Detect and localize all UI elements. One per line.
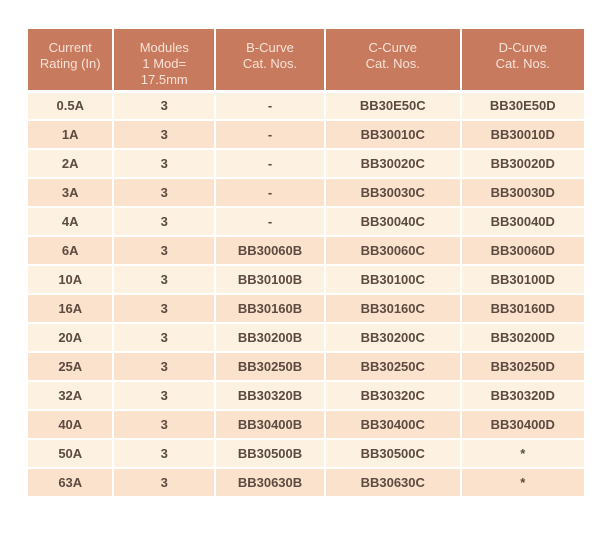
table-header-row: Current Rating (In) Modules 1 Mod= 17.5mm B-C… [25,27,587,93]
cell-modules-0.5A: 3 [112,90,217,121]
cell-c-curve-16A: BB30160C [323,293,462,324]
cell-modules-4A: 3 [112,206,217,237]
header-cell-b-curve: B-Curve Cat. Nos. [214,27,326,93]
cell-b-curve-50A: BB30500B [214,438,326,469]
cell-current-rating-0.5A: 0.5A [25,90,115,121]
table-row-10A: 10A 3 BB30100B BB30100C BB30100D [25,264,587,295]
cell-modules-50A: 3 [112,438,217,469]
cell-d-curve-1A: BB30010D [459,119,587,150]
cell-current-rating-4A: 4A [25,206,115,237]
cell-b-curve-20A: BB30200B [214,322,326,353]
cell-d-curve-16A: BB30160D [459,293,587,324]
cell-c-curve-63A: BB30630C [323,467,462,498]
table-row-0.5A: 0.5A 3- BB30E50C BB30E50D [25,90,587,121]
table-row-1A: 1A 3- BB30010C BB30010D [25,119,587,150]
cell-current-rating-10A: 10A [25,264,115,295]
cell-current-rating-20A: 20A [25,322,115,353]
cell-current-rating-2A: 2A [25,148,115,179]
cell-d-curve-3A: BB30030D [459,177,587,208]
cell-modules-3A: 3 [112,177,217,208]
cell-b-curve-2A: - [214,148,326,179]
cell-c-curve-25A: BB30250C [323,351,462,382]
cell-c-curve-2A: BB30020C [323,148,462,179]
table-row-50A: 50A 3 BB30500B BB30500C * [25,438,587,469]
cell-d-curve-25A: BB30250D [459,351,587,382]
cell-d-curve-50A: * [459,438,587,469]
cell-b-curve-63A: BB30630B [214,467,326,498]
cell-modules-16A: 3 [112,293,217,324]
table-row-4A: 4A 3- BB30040C BB30040D [25,206,587,237]
cell-modules-63A: 3 [112,467,217,498]
cell-c-curve-1A: BB30010C [323,119,462,150]
cell-modules-6A: 3 [112,235,217,266]
cell-b-curve-1A: - [214,119,326,150]
cell-c-curve-20A: BB30200C [323,322,462,353]
cell-modules-25A: 3 [112,351,217,382]
table-row-3A: 3A 3- BB30030C BB30030D [25,177,587,208]
table-header: Current Rating (In) Modules 1 Mod= 17.5mm B-C… [25,27,587,93]
table-row-2A: 2A 3- BB30020C BB30020D [25,148,587,179]
cell-modules-40A: 3 [112,409,217,440]
cell-b-curve-6A: BB30060B [214,235,326,266]
cell-c-curve-4A: BB30040C [323,206,462,237]
cell-b-curve-40A: BB30400B [214,409,326,440]
header-cell-d-curve: D-Curve Cat. Nos. [459,27,587,93]
cell-b-curve-16A: BB30160B [214,293,326,324]
cell-modules-20A: 3 [112,322,217,353]
cell-d-curve-10A: BB30100D [459,264,587,295]
cell-d-curve-40A: BB30400D [459,409,587,440]
cell-b-curve-10A: BB30100B [214,264,326,295]
cell-d-curve-63A: * [459,467,587,498]
table-row-20A: 20A 3 BB30200B BB30200C BB30200D [25,322,587,353]
table-row-6A: 6A 3 BB30060B BB30060C BB30060D [25,235,587,266]
cell-modules-1A: 3 [112,119,217,150]
header-cell-c-curve: C-Curve Cat. Nos. [323,27,462,93]
cell-modules-2A: 3 [112,148,217,179]
cell-d-curve-6A: BB30060D [459,235,587,266]
table-row-40A: 40A 3 BB30400B BB30400C BB30400D [25,409,587,440]
cell-current-rating-6A: 6A [25,235,115,266]
cell-d-curve-20A: BB30200D [459,322,587,353]
cell-c-curve-3A: BB30030C [323,177,462,208]
cell-d-curve-32A: BB30320D [459,380,587,411]
cell-current-rating-63A: 63A [25,467,115,498]
cell-d-curve-4A: BB30040D [459,206,587,237]
cell-c-curve-50A: BB30500C [323,438,462,469]
cell-c-curve-10A: BB30100C [323,264,462,295]
cell-current-rating-40A: 40A [25,409,115,440]
table-row-16A: 16A 3 BB30160B BB30160C BB30160D [25,293,587,324]
cell-c-curve-0.5A: BB30E50C [323,90,462,121]
cell-d-curve-2A: BB30020D [459,148,587,179]
cell-current-rating-1A: 1A [25,119,115,150]
table-row-63A: 63A 3 BB30630B BB30630C * [25,467,587,498]
header-cell-modules: Modules 1 Mod= 17.5mm [112,27,217,93]
cell-current-rating-25A: 25A [25,351,115,382]
cell-b-curve-4A: - [214,206,326,237]
cell-modules-32A: 3 [112,380,217,411]
header-cell-current-rating: Current Rating (In) [25,27,115,93]
table-body: 0.5A 3- BB30E50C BB30E50D 1A 3- BB30010C BB3001… [25,90,587,498]
cell-current-rating-32A: 32A [25,380,115,411]
cell-b-curve-32A: BB30320B [214,380,326,411]
table-row-25A: 25A 3 BB30250B BB30250C BB30250D [25,351,587,382]
cell-d-curve-0.5A: BB30E50D [459,90,587,121]
mcb-catalog-table: Current Rating (In) Modules 1 Mod= 17.5mm B-C… [25,27,587,498]
cell-c-curve-6A: BB30060C [323,235,462,266]
cell-modules-10A: 3 [112,264,217,295]
cell-b-curve-0.5A: - [214,90,326,121]
cell-c-curve-40A: BB30400C [323,409,462,440]
cell-current-rating-50A: 50A [25,438,115,469]
cell-c-curve-32A: BB30320C [323,380,462,411]
cell-current-rating-16A: 16A [25,293,115,324]
cell-current-rating-3A: 3A [25,177,115,208]
table-row-32A: 32A 3 BB30320B BB30320C BB30320D [25,380,587,411]
cell-b-curve-25A: BB30250B [214,351,326,382]
cell-b-curve-3A: - [214,177,326,208]
